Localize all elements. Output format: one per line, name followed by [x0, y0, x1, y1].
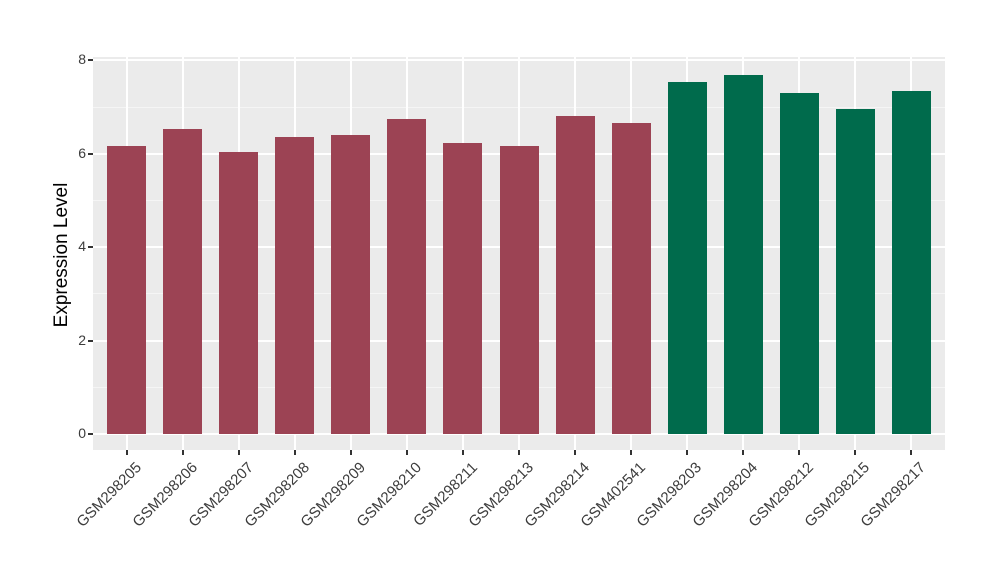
- bar-GSM298215: [835, 108, 875, 434]
- x-tick-label-GSM298213: GSM298213: [465, 459, 538, 531]
- x-tick-label-GSM298204: GSM298204: [689, 459, 762, 531]
- x-tick-GSM298203: [686, 450, 689, 455]
- x-tick-GSM298209: [349, 450, 352, 455]
- bar-GSM298208: [275, 136, 315, 434]
- bar-GSM298211: [443, 142, 483, 434]
- x-tick-GSM298206: [181, 450, 184, 455]
- x-tick-GSM298204: [742, 450, 745, 455]
- bar-GSM298210: [387, 119, 427, 434]
- x-tick-GSM298205: [125, 450, 128, 455]
- bar-GSM298212: [779, 93, 819, 434]
- x-tick-label-GSM298210: GSM298210: [353, 459, 425, 531]
- x-tick-label-GSM298207: GSM298207: [185, 459, 257, 531]
- y-tick-label-0: 0: [78, 425, 86, 441]
- x-tick-GSM298207: [237, 450, 240, 455]
- y-tick-2: [88, 339, 93, 342]
- x-tick-GSM402541: [630, 450, 633, 455]
- plot-panel: [93, 57, 945, 450]
- x-tick-label-GSM298211: GSM298211: [410, 459, 481, 530]
- bar-GSM298203: [667, 81, 707, 434]
- bar-GSM402541: [611, 122, 651, 434]
- x-tick-GSM298212: [798, 450, 801, 455]
- y-tick-label-6: 6: [78, 144, 86, 161]
- y-tick-6: [88, 152, 93, 155]
- x-tick-label-GSM402541: GSM402541: [577, 459, 650, 531]
- x-tick-label-GSM298215: GSM298215: [801, 459, 874, 531]
- bar-GSM298207: [219, 151, 259, 434]
- x-tick-GSM298215: [854, 450, 857, 455]
- x-tick-label-GSM298205: GSM298205: [73, 459, 145, 531]
- x-tick-label-GSM298203: GSM298203: [633, 459, 706, 531]
- bar-GSM298205: [107, 145, 147, 434]
- bar-GSM298209: [331, 134, 371, 434]
- y-tick-label-2: 2: [78, 331, 86, 348]
- x-tick-GSM298217: [910, 450, 913, 455]
- x-tick-label-GSM298212: GSM298212: [745, 459, 818, 531]
- y-tick-0: [88, 433, 93, 435]
- bar-GSM298217: [891, 91, 931, 434]
- y-tick-label-8: 8: [78, 51, 86, 68]
- x-tick-label-GSM298217: GSM298217: [857, 459, 930, 531]
- bar-GSM298214: [555, 115, 595, 434]
- y-tick-8: [88, 59, 93, 62]
- bar-GSM298213: [499, 145, 539, 434]
- x-tick-GSM298208: [293, 450, 296, 455]
- y-tick-4: [88, 246, 93, 249]
- y-tick-label-4: 4: [78, 238, 86, 255]
- x-tick-GSM298214: [574, 450, 577, 455]
- x-tick-GSM298211: [461, 450, 464, 455]
- bar-GSM298206: [163, 128, 203, 434]
- bar-GSM298204: [723, 74, 763, 434]
- x-tick-label-GSM298214: GSM298214: [521, 459, 594, 531]
- x-tick-label-GSM298206: GSM298206: [129, 459, 201, 531]
- x-tick-GSM298210: [405, 450, 408, 455]
- x-tick-label-GSM298208: GSM298208: [241, 459, 313, 531]
- x-tick-label-GSM298209: GSM298209: [297, 459, 369, 531]
- x-tick-GSM298213: [518, 450, 520, 455]
